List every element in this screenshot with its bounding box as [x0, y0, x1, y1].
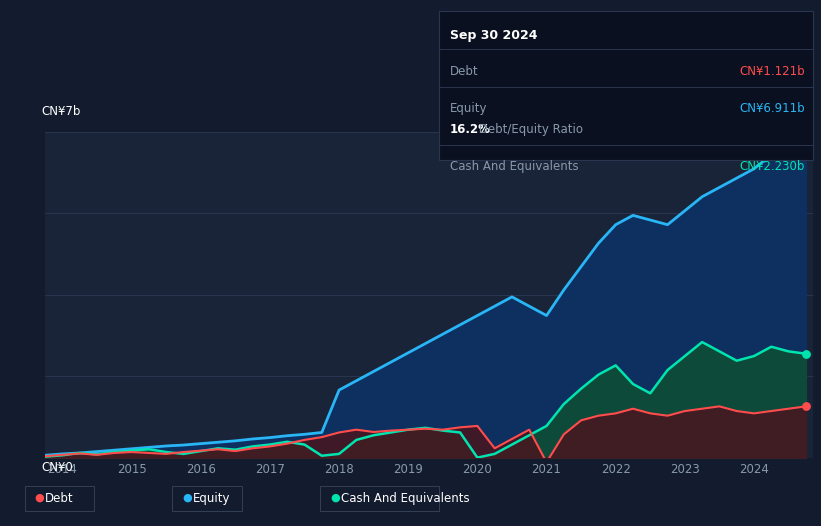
Text: Debt: Debt	[45, 492, 74, 504]
Text: CN¥7b: CN¥7b	[41, 105, 80, 118]
Text: Debt/Equity Ratio: Debt/Equity Ratio	[475, 123, 583, 136]
Point	[800, 349, 813, 358]
Text: Debt: Debt	[450, 65, 479, 77]
Text: Cash And Equivalents: Cash And Equivalents	[450, 160, 579, 173]
Point	[800, 132, 813, 140]
Text: ●: ●	[34, 493, 44, 503]
Text: Equity: Equity	[450, 102, 488, 115]
Text: 16.2%: 16.2%	[450, 123, 491, 136]
Text: CN¥6.911b: CN¥6.911b	[739, 102, 805, 115]
Text: Equity: Equity	[193, 492, 231, 504]
Text: CN¥0: CN¥0	[41, 461, 73, 474]
Point	[800, 402, 813, 411]
Text: ●: ●	[182, 493, 192, 503]
Text: Sep 30 2024: Sep 30 2024	[450, 28, 538, 42]
Text: Cash And Equivalents: Cash And Equivalents	[341, 492, 470, 504]
Text: CN¥2.230b: CN¥2.230b	[739, 160, 805, 173]
Text: ●: ●	[330, 493, 340, 503]
Text: CN¥1.121b: CN¥1.121b	[739, 65, 805, 77]
